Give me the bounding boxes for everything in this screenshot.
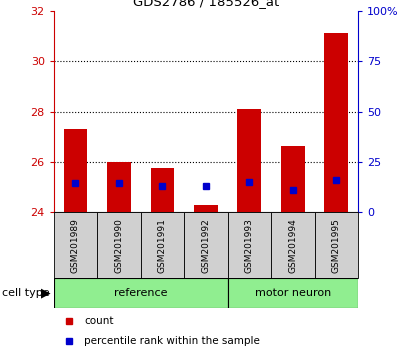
Bar — [228, 278, 358, 308]
Bar — [194, 205, 218, 212]
Text: GSM201994: GSM201994 — [289, 218, 297, 273]
Title: GDS2786 / 185526_at: GDS2786 / 185526_at — [133, 0, 279, 8]
Bar — [150, 168, 174, 212]
Text: GSM201989: GSM201989 — [71, 218, 80, 273]
Text: GSM201995: GSM201995 — [332, 218, 341, 273]
Bar — [324, 33, 348, 212]
Text: reference: reference — [114, 288, 168, 298]
Text: GSM201992: GSM201992 — [201, 218, 211, 273]
Text: percentile rank within the sample: percentile rank within the sample — [84, 336, 260, 346]
Bar — [97, 212, 141, 278]
Bar — [281, 145, 305, 212]
Text: GSM201991: GSM201991 — [158, 218, 167, 273]
Bar — [141, 212, 184, 278]
Text: cell type: cell type — [2, 288, 50, 298]
Text: GSM201990: GSM201990 — [115, 218, 123, 273]
Bar — [271, 212, 315, 278]
Bar — [64, 129, 88, 212]
Bar — [184, 212, 228, 278]
Text: count: count — [84, 316, 114, 326]
Bar — [228, 212, 271, 278]
Bar — [315, 212, 358, 278]
Bar — [107, 162, 131, 212]
Bar — [54, 278, 228, 308]
Text: GSM201993: GSM201993 — [245, 218, 254, 273]
Bar — [54, 212, 97, 278]
Text: motor neuron: motor neuron — [255, 288, 331, 298]
Text: ▶: ▶ — [41, 286, 51, 299]
Bar — [238, 109, 261, 212]
